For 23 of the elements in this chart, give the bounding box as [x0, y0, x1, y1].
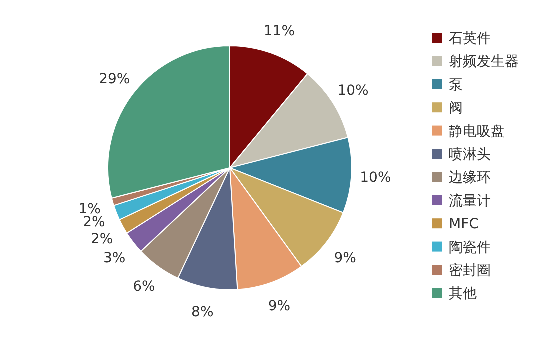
data-label: 2%: [83, 214, 106, 231]
legend-label: 射频发生器: [449, 54, 519, 70]
data-label: 10%: [338, 82, 369, 99]
data-label: 9%: [334, 250, 356, 266]
data-label: 9%: [268, 298, 291, 314]
data-label: 2%: [90, 231, 114, 248]
data-label: 8%: [192, 304, 214, 320]
legend-label: 静电吸盘: [449, 124, 505, 140]
legend-label: 边缘环: [449, 170, 491, 186]
data-label: 6%: [133, 279, 156, 296]
data-label: 10%: [360, 170, 392, 186]
data-label: 3%: [104, 250, 126, 266]
legend-label: 喷淋头: [449, 147, 491, 163]
legend-label: 泵: [449, 77, 463, 94]
legend-label: 陶瓷件: [449, 240, 491, 256]
legend-label: 其他: [449, 286, 477, 302]
data-label: 29%: [99, 72, 130, 88]
legend-label: 密封圈: [449, 263, 491, 279]
data-label: 11%: [264, 24, 296, 40]
legend-label: 阀: [449, 100, 463, 117]
legend-label: 石英件: [449, 31, 491, 47]
legend-label: MFC: [449, 216, 480, 233]
legend-label: 流量计: [449, 193, 491, 210]
